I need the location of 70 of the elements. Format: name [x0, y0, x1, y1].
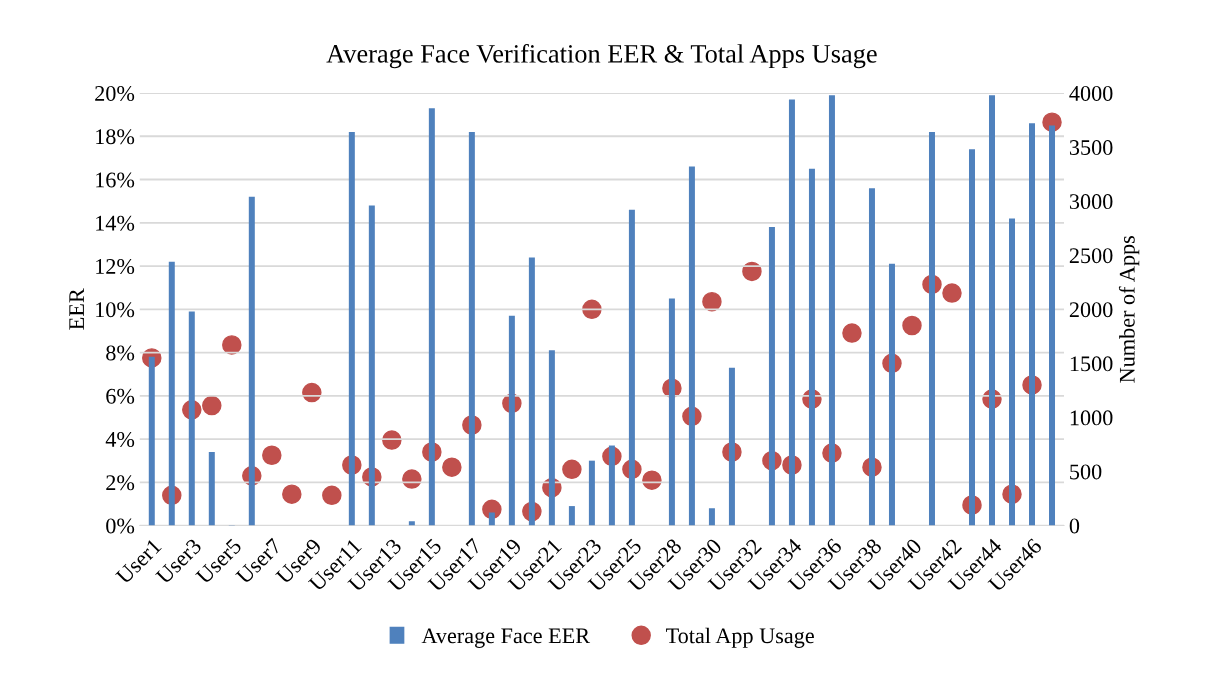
point: [902, 315, 922, 336]
point: [262, 445, 282, 466]
point: [322, 485, 342, 506]
bar: [488, 512, 495, 526]
y2-tick-label: 1500: [1070, 356, 1113, 372]
bar: [1029, 123, 1036, 526]
bar: [868, 188, 875, 526]
bar: [208, 452, 215, 526]
bar: [248, 196, 255, 526]
point: [222, 335, 242, 355]
y2-tick-label: 2000: [1069, 302, 1113, 318]
bar: [688, 166, 695, 526]
point: [282, 484, 302, 504]
y2-axis-title: Number of Apps: [1118, 236, 1140, 383]
legend-label: Average Face EER: [421, 628, 591, 648]
y2-tick-label: 4000: [1069, 85, 1113, 101]
bar: [428, 108, 435, 526]
y-tick-label: 2%: [106, 475, 135, 491]
bar: [768, 227, 775, 526]
y-tick-label: 0%: [106, 518, 135, 534]
bar: [188, 311, 195, 526]
point: [942, 283, 962, 303]
y2-tick-label: 500: [1070, 464, 1102, 480]
y2-tick-label: 2500: [1069, 248, 1113, 264]
bar: [168, 261, 175, 526]
bar: [528, 257, 535, 526]
bar: [728, 367, 735, 526]
point: [702, 291, 722, 312]
y-tick-label: 14%: [96, 215, 135, 231]
point: [842, 323, 862, 343]
bar: [608, 445, 615, 526]
bar: [628, 209, 635, 526]
y2-tick-label: 0: [1069, 518, 1080, 534]
y-tick-label: 10%: [96, 302, 135, 318]
y-tick-label: 18%: [96, 129, 135, 145]
bar: [1049, 125, 1056, 526]
bar: [148, 356, 155, 526]
bar: [368, 205, 375, 526]
bar: [888, 263, 895, 526]
bar: [788, 99, 795, 526]
y2-tick-label: 3500: [1069, 140, 1113, 156]
point: [202, 395, 222, 416]
bar: [348, 131, 355, 526]
bar: [668, 298, 675, 526]
y-tick-label: 4%: [105, 431, 135, 448]
bar: [828, 95, 835, 526]
chart-title: Average Face Verification EER & Total Apps Usage: [326, 43, 877, 69]
bar: [588, 460, 595, 526]
bar: [508, 315, 515, 526]
y-tick-label: 8%: [106, 345, 135, 361]
bar: [408, 521, 415, 526]
bar: [808, 168, 815, 526]
bar: [968, 149, 975, 526]
point: [442, 457, 462, 477]
y-tick-label: 16%: [96, 172, 135, 188]
legend-label: Total App Usage: [666, 627, 814, 648]
y-tick-label: 12%: [96, 258, 135, 275]
bar: [468, 131, 475, 526]
bar: [568, 506, 575, 526]
bar: [708, 508, 715, 526]
y2-tick-label: 3000: [1069, 194, 1113, 210]
y2-tick-label: 1000: [1070, 410, 1113, 426]
bar: [928, 131, 935, 526]
bar: [989, 95, 995, 526]
point: [562, 459, 582, 480]
y-axis-title: EER: [69, 288, 84, 330]
bar: [1009, 218, 1015, 526]
y-tick-label: 6%: [106, 388, 135, 404]
y-tick-label: 20%: [95, 85, 135, 102]
bar: [548, 350, 555, 526]
